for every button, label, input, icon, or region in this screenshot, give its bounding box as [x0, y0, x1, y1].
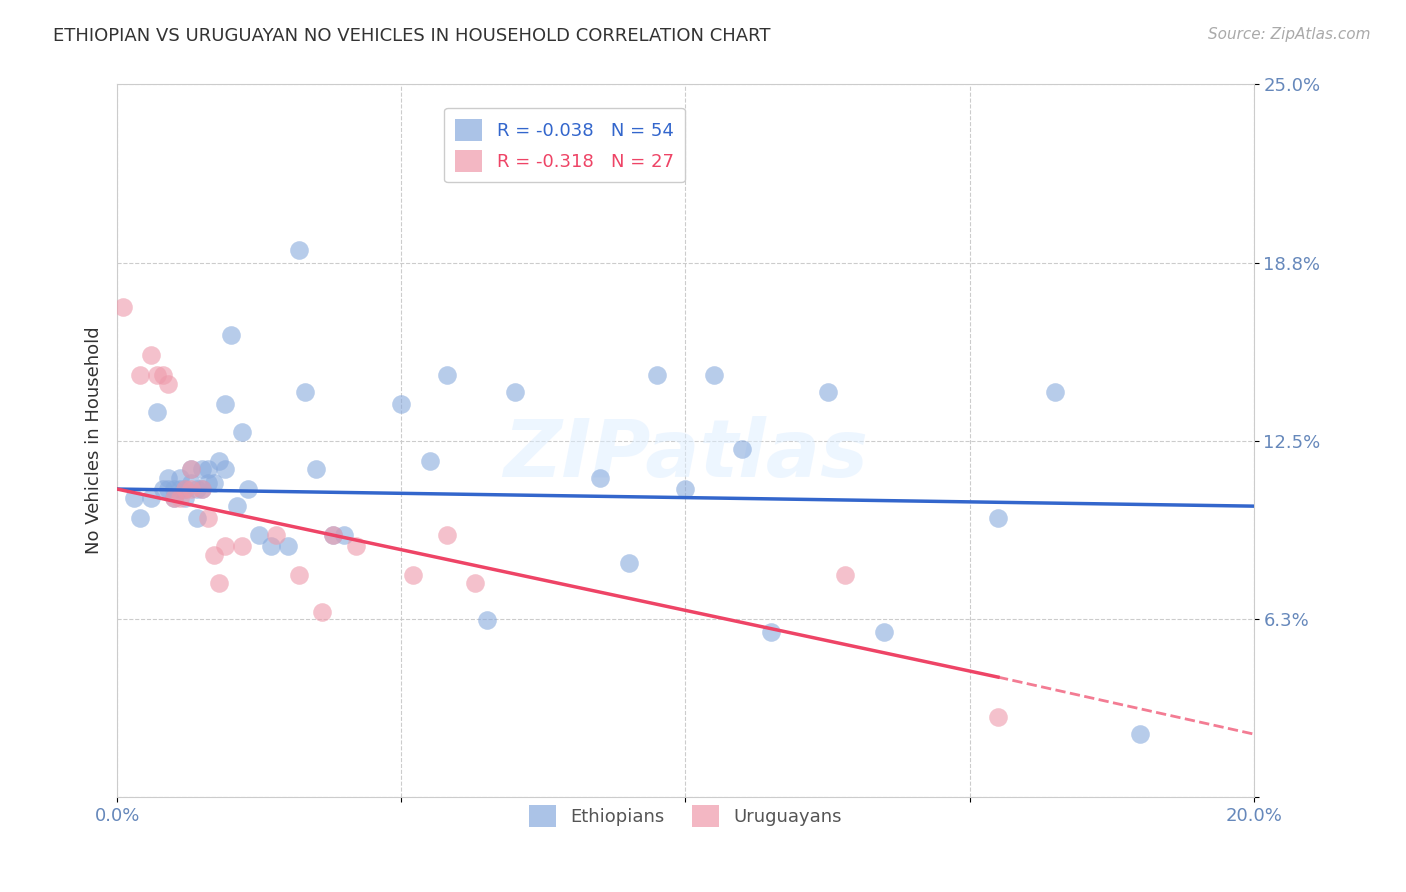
Point: [503, 385, 526, 400]
Point: [322, 527, 344, 541]
Point: [389, 396, 412, 410]
Point: [197, 476, 219, 491]
Point: [225, 499, 247, 513]
Point: [180, 482, 202, 496]
Point: [208, 453, 231, 467]
Point: [111, 300, 134, 314]
Point: [214, 462, 236, 476]
Point: [645, 368, 668, 382]
Point: [191, 462, 214, 476]
Point: [817, 385, 839, 400]
Point: [1043, 385, 1066, 400]
Point: [322, 527, 344, 541]
Point: [152, 368, 174, 382]
Point: [146, 405, 169, 419]
Point: [294, 385, 316, 400]
Point: [231, 539, 253, 553]
Point: [157, 470, 180, 484]
Point: [436, 527, 458, 541]
Point: [208, 576, 231, 591]
Point: [169, 491, 191, 505]
Point: [259, 539, 281, 553]
Point: [419, 453, 441, 467]
Point: [180, 476, 202, 491]
Point: [180, 462, 202, 476]
Point: [834, 567, 856, 582]
Point: [129, 368, 152, 382]
Legend: Ethiopians, Uruguayans: Ethiopians, Uruguayans: [522, 797, 849, 834]
Point: [122, 491, 145, 505]
Point: [231, 425, 253, 439]
Point: [277, 539, 299, 553]
Point: [236, 482, 259, 496]
Point: [197, 462, 219, 476]
Point: [288, 567, 311, 582]
Point: [202, 476, 225, 491]
Point: [141, 491, 163, 505]
Point: [197, 510, 219, 524]
Point: [146, 368, 169, 382]
Point: [987, 510, 1010, 524]
Point: [311, 605, 333, 619]
Point: [163, 491, 186, 505]
Point: [464, 576, 486, 591]
Point: [873, 624, 896, 639]
Point: [174, 482, 197, 496]
Point: [169, 482, 191, 496]
Point: [589, 470, 612, 484]
Point: [675, 482, 697, 496]
Point: [344, 539, 367, 553]
Point: [219, 328, 242, 343]
Point: [214, 396, 236, 410]
Point: [186, 510, 208, 524]
Point: [191, 482, 214, 496]
Point: [288, 243, 311, 257]
Point: [1129, 727, 1152, 741]
Point: [987, 710, 1010, 724]
Point: [163, 491, 186, 505]
Point: [152, 482, 174, 496]
Point: [157, 482, 180, 496]
Point: [129, 510, 152, 524]
Point: [180, 462, 202, 476]
Point: [157, 376, 180, 391]
Point: [402, 567, 425, 582]
Point: [305, 462, 328, 476]
Text: ZIPatlas: ZIPatlas: [503, 416, 868, 494]
Point: [475, 613, 498, 627]
Point: [174, 482, 197, 496]
Point: [247, 527, 270, 541]
Text: Source: ZipAtlas.com: Source: ZipAtlas.com: [1208, 27, 1371, 42]
Point: [191, 482, 214, 496]
Point: [214, 539, 236, 553]
Point: [333, 527, 356, 541]
Point: [703, 368, 725, 382]
Point: [169, 470, 191, 484]
Point: [141, 348, 163, 362]
Text: ETHIOPIAN VS URUGUAYAN NO VEHICLES IN HOUSEHOLD CORRELATION CHART: ETHIOPIAN VS URUGUAYAN NO VEHICLES IN HO…: [53, 27, 770, 45]
Point: [163, 482, 186, 496]
Point: [186, 482, 208, 496]
Point: [759, 624, 782, 639]
Point: [174, 491, 197, 505]
Point: [731, 442, 754, 457]
Point: [617, 556, 640, 570]
Point: [266, 527, 288, 541]
Point: [202, 548, 225, 562]
Point: [436, 368, 458, 382]
Y-axis label: No Vehicles in Household: No Vehicles in Household: [86, 326, 103, 555]
